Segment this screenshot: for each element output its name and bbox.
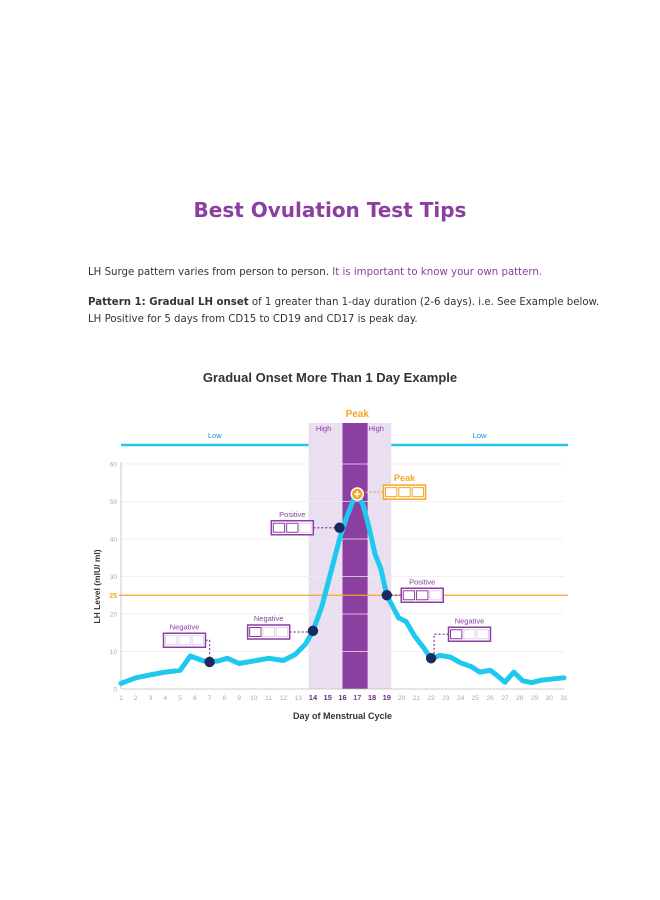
y-tick-label-0: 0 [113, 687, 117, 694]
marker-3 [381, 590, 392, 601]
callout-connector-5 [433, 633, 449, 659]
x-tick-label-27: 28 [516, 695, 524, 702]
band-0 [308, 423, 347, 689]
test-strip-window-5-1 [463, 629, 476, 640]
test-strip-window-3-0 [385, 487, 398, 498]
y-tick-label-5: 50 [110, 499, 118, 506]
x-tick-label-12: 13 [295, 695, 303, 702]
band-label-2: High [369, 424, 384, 433]
test-strip-window-0-1 [178, 635, 191, 646]
peak-marker-cross [354, 491, 361, 497]
x-tick-label-5: 6 [193, 695, 197, 702]
x-tick-label-3: 4 [163, 695, 167, 702]
callout-label-3: Peak [394, 473, 416, 483]
y-axis-label: LH Level (mIU/ ml) [92, 549, 102, 623]
band-2 [367, 423, 392, 689]
intro-paragraph: LH Surge pattern varies from person to p… [88, 264, 608, 281]
band-label-0: High [316, 424, 331, 433]
threshold-label: 25 [109, 593, 117, 600]
y-tick-label-1: 10 [110, 649, 118, 656]
x-tick-label-23: 24 [457, 695, 465, 702]
test-strip-window-1-2 [275, 627, 289, 637]
band-label-1: Peak [346, 409, 370, 420]
test-strip-window-0-2 [191, 635, 204, 646]
test-strip-window-2-1 [286, 522, 299, 533]
y-tick-label-4: 40 [110, 537, 118, 544]
test-strip-window-2-0 [272, 522, 286, 533]
x-axis-label: Day of Menstrual Cycle [293, 711, 392, 721]
x-tick-label-4: 5 [178, 695, 182, 702]
x-tick-label-0: 1 [119, 695, 123, 702]
chart-title: Gradual Onset More Than 1 Day Example [202, 370, 458, 385]
page-title: Best Ovulation Test Tips [193, 198, 467, 222]
callout-label-5: Negative [455, 616, 485, 625]
y-tick-label-6: 60 [110, 462, 118, 469]
x-tick-label-25: 26 [487, 695, 495, 702]
test-strip-window-1-0 [249, 627, 262, 637]
x-tick-label-2: 3 [149, 695, 153, 702]
marker-4 [425, 653, 437, 664]
x-tick-label-14: 15 [324, 693, 332, 702]
test-strip-window-3-1 [398, 487, 411, 498]
x-tick-label-17: 18 [368, 693, 376, 702]
test-strip-window-2-2 [299, 522, 312, 533]
test-strip-window-3-2 [411, 487, 425, 498]
x-tick-label-19: 20 [398, 695, 406, 702]
x-tick-label-10: 11 [265, 695, 272, 702]
callout-label-2: Positive [279, 510, 305, 519]
x-tick-label-29: 30 [546, 695, 554, 702]
pattern-paragraph: Pattern 1: Gradual LH onset of 1 greater… [88, 294, 608, 328]
x-tick-label-9: 10 [250, 695, 258, 702]
callout-label-4: Positive [409, 577, 435, 586]
x-tick-label-20: 21 [413, 695, 421, 702]
x-tick-label-21: 22 [427, 695, 435, 702]
intro-text: LH Surge pattern varies from person to p… [88, 267, 333, 278]
x-tick-label-22: 23 [442, 695, 450, 702]
x-tick-label-26: 27 [501, 695, 509, 702]
x-tick-label-11: 12 [280, 695, 288, 702]
x-tick-label-7: 8 [223, 695, 227, 702]
test-strip-window-5-2 [476, 629, 489, 640]
callout-label-1: Negative [254, 614, 284, 623]
callout-connector-0 [205, 639, 211, 662]
low-label-0: Low [208, 431, 222, 440]
x-tick-label-15: 16 [338, 693, 346, 702]
marker-1 [307, 625, 319, 637]
test-strip-window-0-0 [164, 635, 178, 646]
x-tick-label-30: 31 [560, 695, 568, 702]
pattern-text-1: of 1 greater than 1-day duration (2-6 da… [248, 297, 600, 308]
low-label-1: Low [473, 431, 487, 440]
test-strip-window-5-0 [449, 629, 463, 640]
intro-highlight: It is important to know your own pattern… [332, 267, 543, 278]
y-tick-label-3: 30 [110, 574, 118, 581]
marker-2 [334, 522, 345, 533]
x-tick-label-6: 7 [208, 695, 212, 702]
test-strip-window-4-2 [429, 590, 442, 601]
pattern-text-2: LH Positive for 5 days from CD15 to CD19… [88, 314, 418, 325]
x-tick-label-24: 25 [472, 695, 480, 702]
callout-label-0: Negative [170, 622, 200, 631]
marker-0 [204, 656, 215, 668]
series-line-0 [118, 491, 567, 686]
x-tick-label-18: 19 [383, 693, 391, 702]
x-tick-label-16: 17 [353, 693, 361, 702]
test-strip-window-4-0 [402, 590, 416, 601]
x-tick-label-8: 9 [237, 695, 241, 702]
band-1 [342, 423, 373, 689]
test-strip-window-1-1 [262, 627, 275, 637]
pattern-label: Pattern 1: Gradual LH onset [88, 297, 249, 308]
x-tick-label-1: 2 [134, 695, 138, 702]
test-strip-window-4-1 [416, 590, 429, 601]
x-tick-label-13: 14 [309, 693, 318, 702]
y-tick-label-2: 20 [110, 612, 118, 619]
x-tick-label-28: 29 [531, 695, 539, 702]
